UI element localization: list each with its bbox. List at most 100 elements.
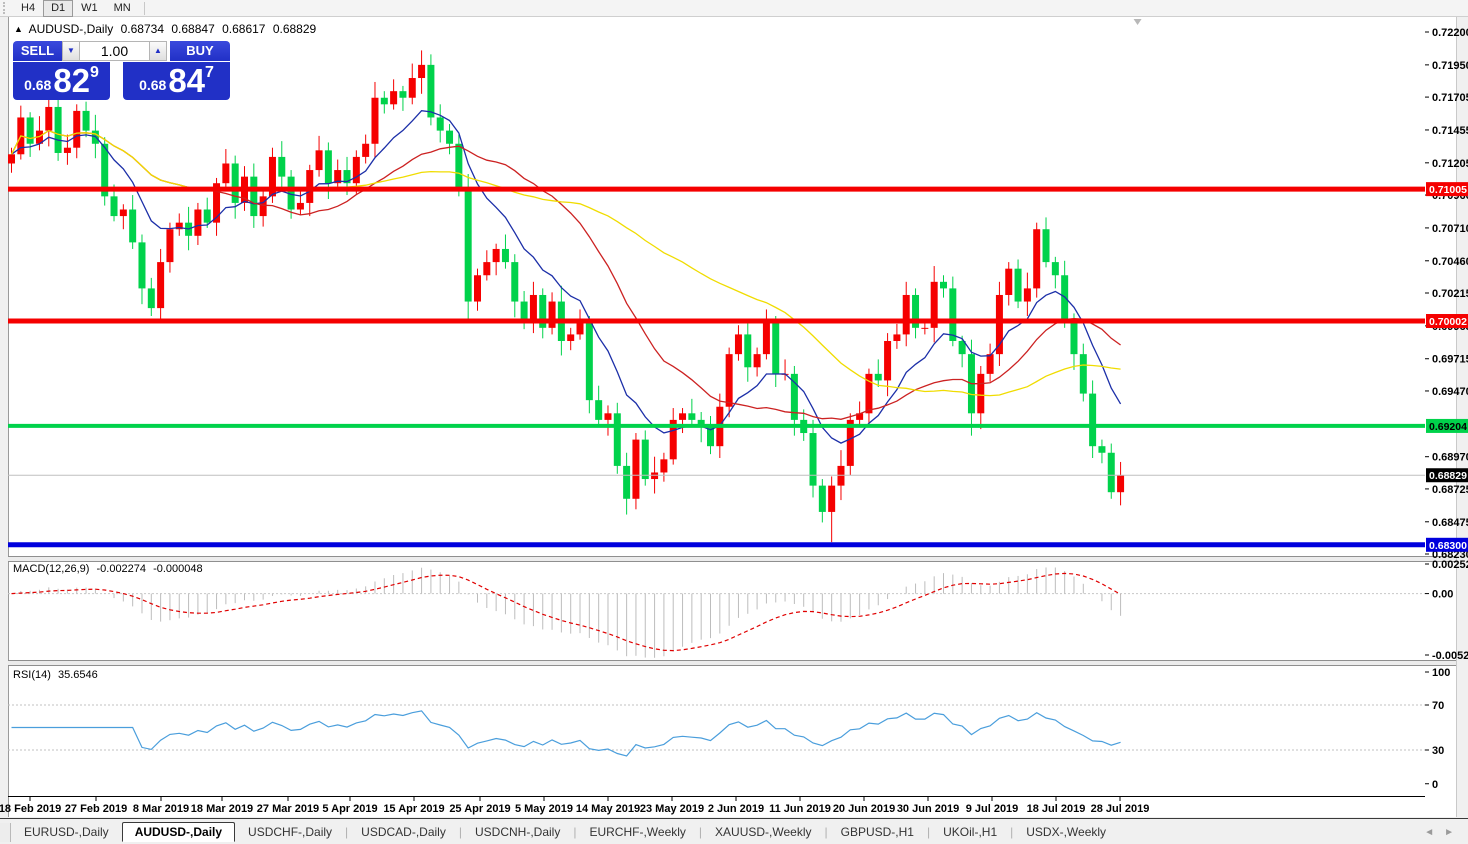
ohlc-high: 0.68847 xyxy=(171,22,215,36)
macd-name: MACD(12,26,9) xyxy=(13,563,90,575)
chart-tab-xauusd-weekly[interactable]: XAUUSD-,Weekly xyxy=(715,825,812,839)
chart-tab-usdchf-daily[interactable]: USDCHF-,Daily xyxy=(248,825,333,839)
tab-scroll-right-icon[interactable]: ► xyxy=(1444,826,1454,838)
svg-text:0.69715: 0.69715 xyxy=(1432,354,1468,366)
ohlc-close: 0.68829 xyxy=(272,22,317,36)
macd-value-signal: -0.000048 xyxy=(153,563,203,575)
svg-text:0.71205: 0.71205 xyxy=(1432,158,1468,170)
svg-text:9 Jul 2019: 9 Jul 2019 xyxy=(966,803,1019,815)
chart-tab-usdcad-daily[interactable]: USDCAD-,Daily xyxy=(361,825,446,839)
sell-button[interactable]: SELL xyxy=(13,41,62,61)
timeframe-button-h4[interactable]: H4 xyxy=(21,1,36,14)
chart-symbol: AUDUSD-,Daily xyxy=(28,22,114,36)
sell-price-big: 82 xyxy=(53,62,91,99)
svg-text:0.70710: 0.70710 xyxy=(1432,223,1468,235)
timeframe-button-d1[interactable]: D1 xyxy=(43,0,74,17)
svg-text:0.68475: 0.68475 xyxy=(1432,517,1468,529)
volume-input[interactable]: 1.00 xyxy=(80,41,149,61)
svg-text:0.71005: 0.71005 xyxy=(1429,184,1467,196)
sell-price[interactable]: 0.68 82 9 xyxy=(13,62,110,100)
toolbar-separator xyxy=(143,1,145,15)
svg-text:8 Mar 2019: 8 Mar 2019 xyxy=(133,803,189,815)
one-click-trading-panel: SELL ▼ 1.00 ▲ BUY 0.68 82 9 0.68 84 7 xyxy=(13,41,230,100)
svg-text:18 Mar 2019: 18 Mar 2019 xyxy=(191,803,253,815)
svg-text:0.68970: 0.68970 xyxy=(1432,452,1468,464)
svg-text:0.68230: 0.68230 xyxy=(1432,549,1468,561)
rsi-value: 35.6546 xyxy=(57,669,98,681)
tab-separator: | xyxy=(458,825,462,839)
svg-text:18 Feb 2019: 18 Feb 2019 xyxy=(0,803,61,815)
tab-separator: | xyxy=(573,825,577,839)
chart-tab-usdcnh-daily[interactable]: USDCNH-,Daily xyxy=(474,825,561,839)
svg-text:0.00: 0.00 xyxy=(1432,589,1453,601)
svg-text:27 Feb 2019: 27 Feb 2019 xyxy=(65,803,127,815)
chart-tab-gbpusd-h1[interactable]: GBPUSD-,H1 xyxy=(840,825,914,839)
svg-text:5 Apr 2019: 5 Apr 2019 xyxy=(322,803,377,815)
svg-text:0.70215: 0.70215 xyxy=(1432,288,1468,300)
tab-separator: | xyxy=(824,825,828,839)
buy-button[interactable]: BUY xyxy=(170,41,230,61)
svg-text:27 Mar 2019: 27 Mar 2019 xyxy=(257,803,319,815)
timeframe-button-mn[interactable]: MN xyxy=(113,1,131,14)
svg-text:25 Apr 2019: 25 Apr 2019 xyxy=(449,803,510,815)
tab-stub xyxy=(0,822,11,842)
timeframe-button-w1[interactable]: W1 xyxy=(81,1,98,14)
svg-text:0.70002: 0.70002 xyxy=(1429,316,1467,328)
volume-up-button[interactable]: ▲ xyxy=(149,41,167,61)
symbol-triangle-icon: ▲ xyxy=(14,24,23,34)
svg-text:15 Apr 2019: 15 Apr 2019 xyxy=(383,803,444,815)
macd-value-main: -0.002274 xyxy=(96,563,147,575)
sell-price-prefix: 0.68 xyxy=(24,77,52,93)
svg-text:0: 0 xyxy=(1432,779,1438,791)
tab-scroll-left-icon[interactable]: ◄ xyxy=(1424,826,1435,838)
svg-text:5 May 2019: 5 May 2019 xyxy=(515,803,573,815)
svg-text:0.71455: 0.71455 xyxy=(1432,125,1468,137)
svg-text:0.69204: 0.69204 xyxy=(1429,421,1467,433)
svg-text:100: 100 xyxy=(1432,667,1450,679)
svg-text:23 May 2019: 23 May 2019 xyxy=(640,803,704,815)
svg-text:-0.005234: -0.005234 xyxy=(1432,650,1468,662)
rsi-name: RSI(14) xyxy=(13,669,51,681)
macd-pane[interactable] xyxy=(8,567,1425,658)
chart-tab-eurchf-weekly[interactable]: EURCHF-,Weekly xyxy=(589,825,686,839)
svg-text:0.002522: 0.002522 xyxy=(1432,559,1468,571)
rsi-label: RSI(14) 35.6546 xyxy=(13,669,102,681)
chart-tab-bar: EURUSD-,Daily AUDUSD-,Daily USDCHF-,Daily |… xyxy=(0,818,1468,844)
svg-text:30: 30 xyxy=(1432,745,1444,757)
volume-down-button[interactable]: ▼ xyxy=(62,41,80,61)
chart-tab-usdx-weekly[interactable]: USDX-,Weekly xyxy=(1026,825,1107,839)
buy-price-pip: 7 xyxy=(205,64,214,81)
svg-text:28 Jul 2019: 28 Jul 2019 xyxy=(1091,803,1150,815)
svg-text:0.69470: 0.69470 xyxy=(1432,386,1468,398)
chart-tab-audusd-daily[interactable]: AUDUSD-,Daily xyxy=(121,822,236,842)
chart-tab-ukoil-h1[interactable]: UKOil-,H1 xyxy=(943,825,998,839)
svg-text:18 Jul 2019: 18 Jul 2019 xyxy=(1027,803,1086,815)
ohlc-low: 0.68617 xyxy=(222,22,266,36)
macd-label: MACD(12,26,9) -0.002274 -0.000048 xyxy=(13,563,207,575)
svg-text:2 Jun 2019: 2 Jun 2019 xyxy=(708,803,764,815)
svg-text:0.71950: 0.71950 xyxy=(1432,60,1468,72)
svg-text:0.68725: 0.68725 xyxy=(1432,484,1468,496)
svg-text:0.71705: 0.71705 xyxy=(1432,92,1468,104)
svg-text:20 Jun 2019: 20 Jun 2019 xyxy=(833,803,895,815)
ohlc-open: 0.68734 xyxy=(120,22,165,36)
svg-text:14 May 2019: 14 May 2019 xyxy=(576,803,640,815)
chart-title: ▲ AUDUSD-,Daily 0.68734 0.68847 0.68617 … xyxy=(14,22,320,36)
tab-separator: | xyxy=(926,825,931,839)
chart-tab-eurusd-daily[interactable]: EURUSD-,Daily xyxy=(24,825,109,839)
rsi-pane[interactable] xyxy=(8,704,1425,757)
svg-text:0.72200: 0.72200 xyxy=(1432,27,1468,39)
svg-text:30 Jun 2019: 30 Jun 2019 xyxy=(897,803,959,815)
timeframe-toolbar: H4 D1 W1 MN xyxy=(0,0,1468,17)
svg-text:0.68829: 0.68829 xyxy=(1429,470,1467,482)
tab-separator: | xyxy=(1010,825,1014,839)
svg-text:0.68300: 0.68300 xyxy=(1429,540,1467,552)
svg-text:0.70460: 0.70460 xyxy=(1432,256,1468,268)
tab-separator: | xyxy=(698,825,703,839)
buy-price-big: 84 xyxy=(168,62,206,99)
tab-separator: | xyxy=(345,825,349,839)
buy-price[interactable]: 0.68 84 7 xyxy=(123,62,230,100)
toolbar-grip[interactable] xyxy=(3,2,9,14)
svg-text:70: 70 xyxy=(1432,700,1444,712)
